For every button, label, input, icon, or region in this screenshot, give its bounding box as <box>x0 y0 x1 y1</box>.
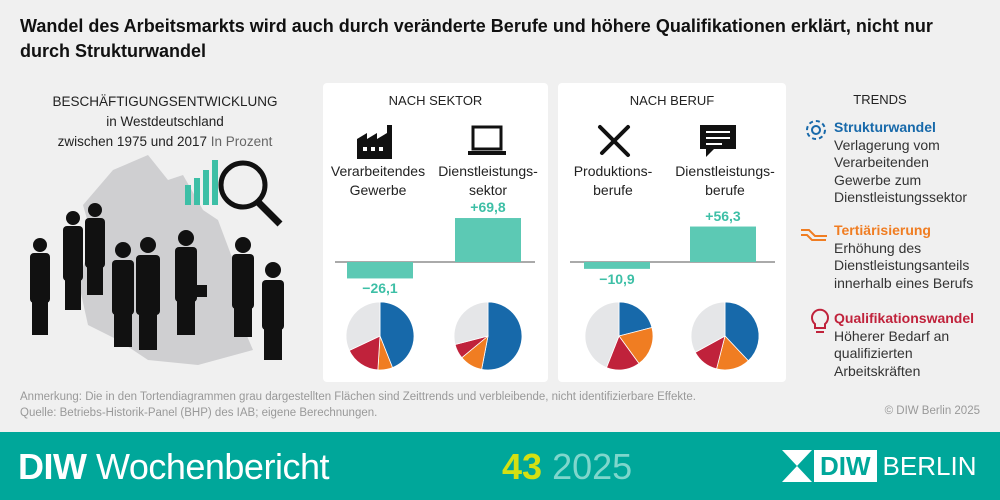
tools-icon <box>598 125 630 157</box>
factory-icon <box>357 125 392 159</box>
heading-line: zwischen 1975 und 2017 <box>57 134 208 149</box>
panel-title: NACH SEKTOR <box>388 93 483 108</box>
trend-line: Gewerbe zum <box>834 171 922 188</box>
brand-name: Wochenbericht <box>96 446 329 487</box>
logo-box: DIW <box>814 450 877 482</box>
category-label: Dienstleistungs-berufe <box>670 162 780 200</box>
logo-text: BERLIN <box>882 450 977 481</box>
panel-occupation: NACH BERUF Produktions-berufe Dienstleis… <box>558 83 786 382</box>
diw-berlin-logo: DIW BERLIN <box>782 450 976 482</box>
trend-qualifikationswandel: Qualifikationswandel Höherer Bedarf an qu… <box>834 310 1000 380</box>
category-label: Verarbeitendes Gewerbe <box>323 162 433 200</box>
issue-number: 43 2025 <box>502 446 632 488</box>
category-line: Dienstleistungs- <box>675 163 775 179</box>
trend-line: Höherer Bedarf an <box>834 327 950 344</box>
publication-title: DIW Wochenbericht <box>18 446 329 488</box>
bar-value-label: −26,1 <box>362 280 398 297</box>
heading-line: BESCHÄFTIGUNGSENTWICKLUNG <box>52 94 278 109</box>
trend-line: Erhöhung des <box>834 239 922 256</box>
note-text: Anmerkung: Die in den Tortendiagrammen g… <box>20 391 696 403</box>
category-line: Verarbeitendes <box>330 163 426 179</box>
gear-icon <box>806 120 826 140</box>
category-line: Produktions- <box>573 163 653 179</box>
panel-title: NACH BERUF <box>629 93 715 108</box>
trend-tertiaerisierung: Tertiärisierung Erhöhung des Dienstleistu… <box>834 222 1000 292</box>
logo-mark-icon <box>782 450 812 482</box>
laptop-icon <box>468 125 506 155</box>
category-line: sektor <box>468 182 508 198</box>
category-line: Dienstleistungs- <box>438 163 538 179</box>
speech-bubble-icon <box>700 125 736 157</box>
trend-line: Arbeitskräften <box>834 362 921 379</box>
trend-strukturwandel: Strukturwandel Verlagerung vom Verarbeite… <box>834 119 1000 207</box>
copyright: © DIW Berlin 2025 <box>884 405 980 417</box>
brand-bold: DIW <box>18 446 87 487</box>
source-text: Quelle: Betriebs-Historik-Panel (BHP) de… <box>20 407 378 419</box>
lightbulb-icon <box>811 308 829 333</box>
category-line: Gewerbe <box>349 182 407 198</box>
year: 2025 <box>552 446 633 487</box>
trend-line: Verarbeitenden <box>834 154 929 170</box>
trend-heading: Qualifikationswandel <box>834 310 975 326</box>
trend-heading: Strukturwandel <box>834 119 936 135</box>
people-map-illustration <box>30 155 284 365</box>
trend-line: innerhalb eines Berufs <box>834 274 974 291</box>
bar-value-label: +69,8 <box>470 199 506 216</box>
category-line: berufe <box>705 182 745 198</box>
trend-line: Verlagerung vom <box>834 136 940 153</box>
bar-value-label: +56,3 <box>705 207 741 224</box>
panel-sector: NACH SEKTOR Verarbeitendes Gewerbe Dienst… <box>323 83 548 382</box>
footer: DIW Wochenbericht 43 2025 DIW BERLIN <box>0 432 1000 500</box>
trend-line: qualifizierten <box>834 345 913 361</box>
heading-line: in Westdeutschland <box>106 114 224 129</box>
unit-label: In Prozent <box>210 134 273 149</box>
page-title: Wandel des Arbeitsmarkts wird auch durch… <box>20 16 933 61</box>
issue: 43 <box>502 446 543 487</box>
category-label: Dienstleistungs-sektor <box>433 162 543 200</box>
trend-line: Dienstleistungsanteils <box>834 257 970 273</box>
magnifier-icon <box>218 160 268 210</box>
trends-title: TRENDS <box>853 92 907 107</box>
people-silhouettes <box>30 203 284 360</box>
trend-line: Dienstleistungssektor <box>834 189 968 205</box>
trends-legend: TRENDS Strukturwandel Verlagerung vom Ver… <box>800 92 1000 379</box>
category-line: berufe <box>593 182 633 198</box>
bar-value-label: −10,9 <box>599 270 635 287</box>
left-heading: BESCHÄFTIGUNGSENTWICKLUNG in Westdeutsch… <box>20 92 310 152</box>
trend-heading: Tertiärisierung <box>834 222 931 238</box>
hand-icon <box>801 229 827 241</box>
category-label: Produktions-berufe <box>558 162 668 200</box>
